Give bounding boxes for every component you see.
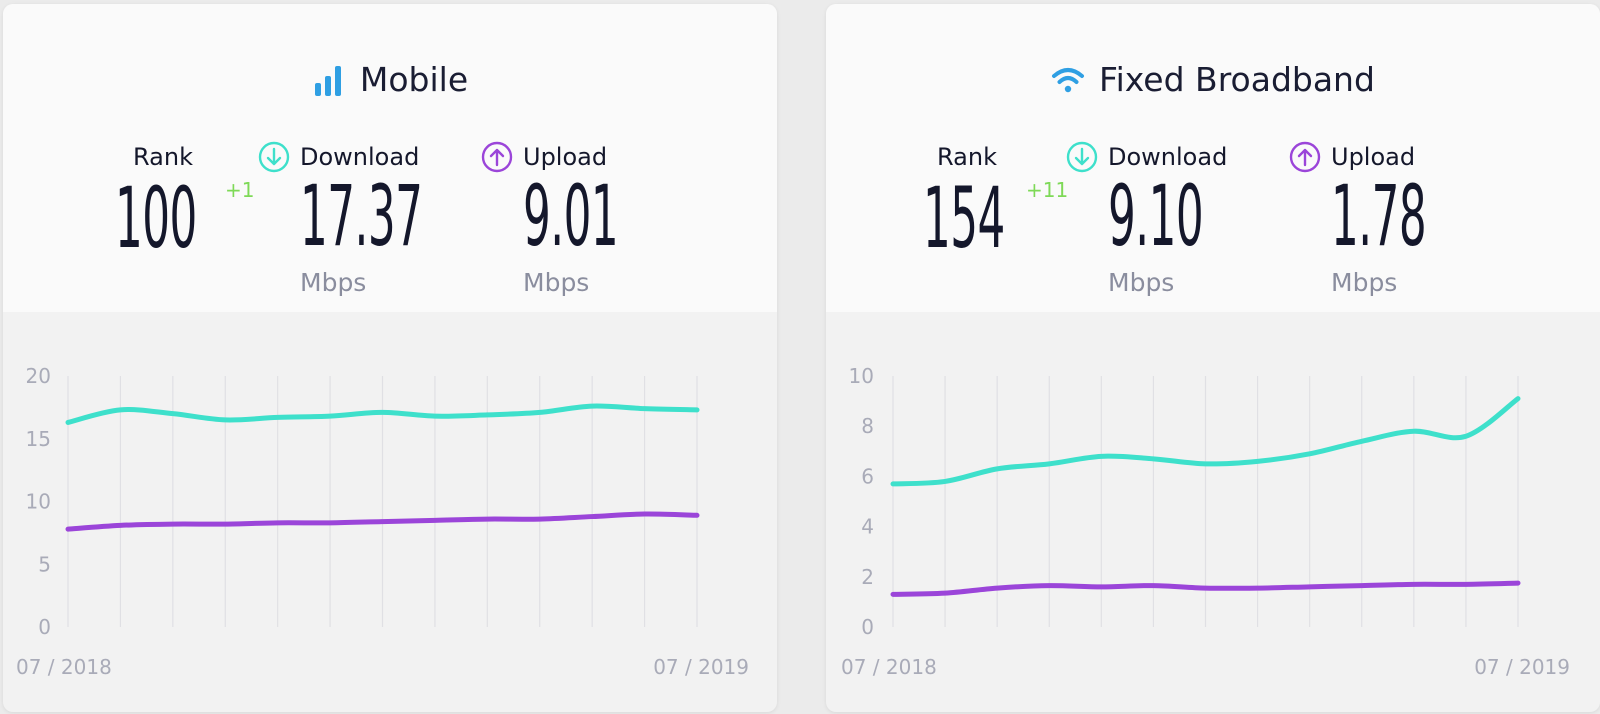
upload-label: Upload <box>481 140 651 174</box>
y-tick-label: 15 <box>26 427 51 451</box>
upload-value: 9.01 <box>523 167 619 265</box>
download-series-line <box>890 396 1521 487</box>
mobile-card: Mobile Rank 100 +1 Download 17.37 Mbps <box>3 4 777 712</box>
upload-arrow-icon <box>1289 141 1321 173</box>
upload-unit: Mbps <box>523 268 590 297</box>
rank-value: 100 <box>115 169 197 267</box>
upload-arrow-icon <box>481 141 513 173</box>
y-tick-label: 0 <box>861 615 874 639</box>
y-tick-label: 8 <box>861 414 874 438</box>
download-value: 17.37 <box>300 167 423 265</box>
download-arrow-icon <box>1066 141 1098 173</box>
upload-series-line <box>890 580 1521 597</box>
rank-label: Rank <box>133 143 193 171</box>
download-unit: Mbps <box>300 268 367 297</box>
y-tick-label: 6 <box>861 464 874 488</box>
download-unit: Mbps <box>1108 268 1175 297</box>
upload-series-line <box>65 511 700 532</box>
rank-label: Rank <box>937 143 997 171</box>
upload-label-text: Upload <box>1331 143 1416 171</box>
mobile-title-text: Mobile <box>359 60 469 99</box>
fixed-upload: Upload 1.78 Mbps <box>1289 140 1459 297</box>
mobile-speed-chart: 0 5 10 15 20 07 / 2018 07 / 2019 <box>16 364 749 679</box>
fixed-summary: Fixed Broadband Rank 154 +11 Download 9.… <box>826 4 1600 312</box>
download-label: Download <box>1066 140 1266 174</box>
mobile-upload: Upload 9.01 Mbps <box>481 140 651 297</box>
mobile-title: Mobile <box>3 60 777 99</box>
rank-change: +1 <box>225 178 255 202</box>
fixed-broadband-speed-chart: 0 2 4 6 8 10 07 / 2018 07 / 2019 <box>841 364 1570 679</box>
y-tick-label: 5 <box>38 552 51 576</box>
rank-value: 154 <box>923 169 1005 267</box>
x-end-label: 07 / 2019 <box>1474 655 1570 679</box>
upload-value: 1.78 <box>1331 167 1427 265</box>
y-tick-label: 10 <box>26 490 51 514</box>
mobile-download: Download 17.37 Mbps <box>258 140 458 297</box>
x-start-label: 07 / 2018 <box>841 655 937 679</box>
fixed-title: Fixed Broadband <box>826 60 1600 99</box>
download-series-line <box>65 403 700 425</box>
mobile-summary: Mobile Rank 100 +1 Download 17.37 Mbps <box>3 4 777 312</box>
upload-label: Upload <box>1289 140 1459 174</box>
y-tick-label: 20 <box>26 364 51 388</box>
fixed-broadband-card: Fixed Broadband Rank 154 +11 Download 9.… <box>826 4 1600 712</box>
x-end-label: 07 / 2019 <box>653 655 749 679</box>
x-start-label: 07 / 2018 <box>16 655 112 679</box>
download-label-text: Download <box>1108 143 1228 171</box>
fixed-title-text: Fixed Broadband <box>1099 60 1375 99</box>
y-tick-label: 10 <box>849 364 874 388</box>
download-value: 9.10 <box>1108 167 1204 265</box>
download-arrow-icon <box>258 141 290 173</box>
y-tick-label: 0 <box>38 615 51 639</box>
fixed-download: Download 9.10 Mbps <box>1066 140 1266 297</box>
y-tick-label: 2 <box>861 565 874 589</box>
upload-unit: Mbps <box>1331 268 1398 297</box>
download-label: Download <box>258 140 458 174</box>
wifi-icon <box>1052 67 1085 92</box>
download-label-text: Download <box>300 143 420 171</box>
fixed-rank: Rank 154 +11 <box>923 140 1068 260</box>
mobile-rank: Rank 100 +1 <box>115 140 255 260</box>
signal-bars-icon <box>314 65 341 96</box>
rank-change: +11 <box>1026 178 1069 202</box>
y-tick-label: 4 <box>861 515 874 539</box>
upload-label-text: Upload <box>523 143 608 171</box>
